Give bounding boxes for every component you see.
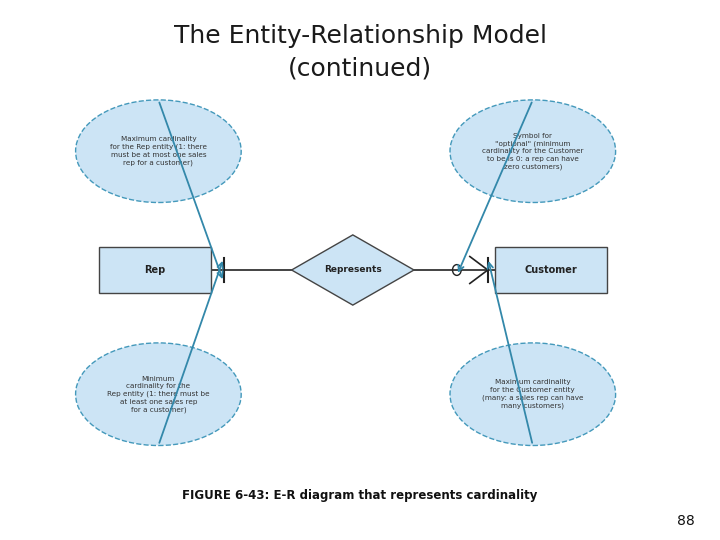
Text: (continued): (continued) <box>288 57 432 80</box>
FancyBboxPatch shape <box>99 247 210 293</box>
Text: Rep: Rep <box>144 265 166 275</box>
Text: Maximum cardinality
for the Customer entity
(many: a sales rep can have
many cus: Maximum cardinality for the Customer ent… <box>482 380 583 409</box>
Text: Symbol for
"optional" (minimum
cardinality for the Customer
to be is 0: a rep ca: Symbol for "optional" (minimum cardinali… <box>482 133 583 170</box>
Ellipse shape <box>450 343 616 445</box>
Text: Minimum
cardinality for the
Rep entity (1: there must be
at least one sales rep
: Minimum cardinality for the Rep entity (… <box>107 376 210 413</box>
Polygon shape <box>292 235 414 305</box>
Text: FIGURE 6-43: E-R diagram that represents cardinality: FIGURE 6-43: E-R diagram that represents… <box>182 489 538 502</box>
Ellipse shape <box>76 343 241 445</box>
Ellipse shape <box>76 100 241 202</box>
Text: Represents: Represents <box>324 266 382 274</box>
Ellipse shape <box>450 100 616 202</box>
Text: Customer: Customer <box>524 265 577 275</box>
FancyBboxPatch shape <box>495 247 606 293</box>
Text: 88: 88 <box>677 514 695 528</box>
Text: Maximum cardinality
for the Rep entity (1: there
must be at most one sales
rep f: Maximum cardinality for the Rep entity (… <box>110 137 207 166</box>
Text: The Entity-Relationship Model: The Entity-Relationship Model <box>174 24 546 48</box>
